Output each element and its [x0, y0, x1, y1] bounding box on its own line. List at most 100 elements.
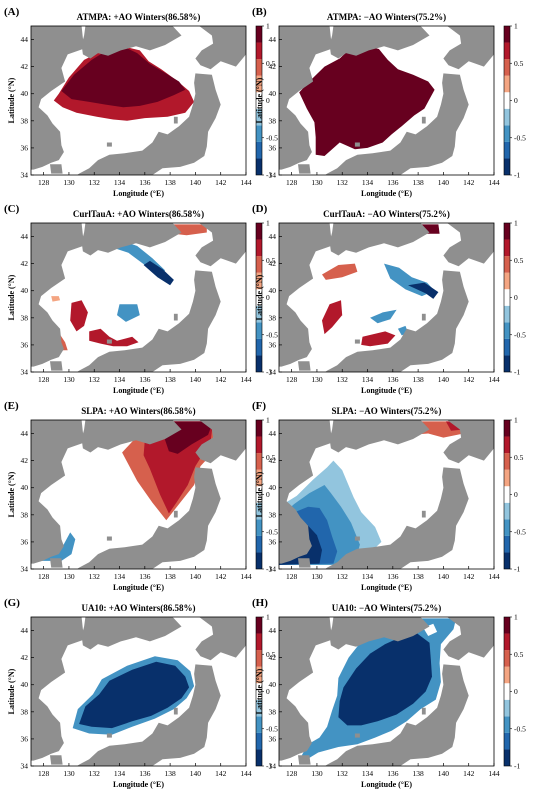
colorbar-segment	[256, 26, 262, 43]
y-tick-label: 36	[21, 734, 29, 743]
y-tick-label: 34	[269, 368, 277, 377]
colorbar-segment	[504, 289, 510, 306]
colorbar-segment	[256, 59, 262, 76]
colorbar-segment	[256, 502, 262, 520]
x-tick-label: 128	[38, 375, 50, 384]
land-mass	[421, 510, 426, 518]
map-area	[31, 26, 246, 175]
land-mass	[195, 420, 246, 464]
colorbar-segment	[256, 75, 262, 93]
x-tick-label: 138	[412, 178, 424, 187]
colorbar-tick-label: -0.5	[514, 527, 526, 536]
colorbar: 1 0.5 0 -0.5 -1	[255, 22, 278, 180]
y-tick-label: 42	[269, 259, 277, 268]
x-tick-label: 130	[311, 375, 323, 384]
y-tick-label: 42	[21, 653, 29, 662]
x-tick-label: 128	[286, 769, 298, 778]
land-mass	[50, 361, 63, 371]
colorbar-segment	[504, 305, 510, 323]
y-tick-label: 34	[21, 565, 29, 574]
colorbar-tick-label: 0	[514, 293, 518, 302]
x-tick-label: 142	[215, 375, 227, 384]
panel-title: SLPA: −AO Winters(75.2%)	[332, 406, 442, 416]
map-panel: (C) CurlTauA: +AO Winters(86.58%)128 130 13…	[4, 203, 278, 395]
x-tick-label: 136	[387, 769, 399, 778]
x-tick-label: 144	[240, 572, 252, 581]
land-mass	[329, 617, 430, 650]
map-frame	[278, 222, 495, 373]
x-tick-label: 136	[387, 178, 399, 187]
x-tick-label: 128	[38, 178, 50, 187]
colorbar: 1 0.5 0 -0.5 -1	[503, 416, 526, 574]
x-tick-label: 138	[164, 375, 176, 384]
x-tick-label: 132	[89, 375, 101, 384]
colorbar-segment	[256, 338, 262, 356]
y-tick-label: 36	[269, 734, 277, 743]
colorbar-segment	[256, 125, 262, 142]
colorbar-segment	[256, 453, 262, 470]
colorbar-segment	[256, 256, 262, 273]
anomaly-region	[322, 300, 343, 335]
colorbar-segment	[504, 75, 510, 93]
colorbar-tick-label: 0.5	[514, 59, 524, 68]
x-tick-label: 144	[240, 178, 252, 187]
map-area	[279, 617, 494, 766]
colorbar-tick-label: -0.5	[514, 724, 526, 733]
anomaly-region	[143, 421, 214, 514]
colorbar-tick-label: -1	[514, 171, 520, 180]
map-frame	[278, 25, 495, 176]
colorbar-segment	[504, 716, 510, 733]
colorbar: 1 0.5 0 -0.5 -1	[503, 613, 526, 771]
y-tick-label: 36	[269, 537, 277, 546]
map-panel: (F) SLPA: −AO Winters(75.2%)128 130 132 134 1…	[252, 400, 526, 592]
colorbar-tick-label: -0.5	[514, 133, 526, 142]
colorbar-segment	[256, 322, 262, 339]
x-axis-label: Longitude (°E)	[361, 780, 412, 789]
x-axis-label: Longitude (°E)	[361, 583, 412, 592]
colorbar-segment	[504, 633, 510, 651]
land-mass	[31, 617, 87, 761]
land-mass	[298, 755, 311, 765]
map-frame	[30, 222, 247, 373]
land-mass	[50, 755, 63, 765]
x-tick-label: 140	[438, 375, 450, 384]
colorbar-tick-label: -1	[514, 368, 520, 377]
map-frame	[278, 419, 495, 570]
anomaly-region	[370, 309, 397, 324]
x-tick-label: 136	[139, 375, 151, 384]
anomaly-region	[61, 47, 186, 108]
colorbar-segment	[504, 256, 510, 273]
map-area	[279, 223, 494, 372]
land-mass	[325, 467, 469, 569]
colorbar-segment	[504, 272, 510, 290]
colorbar-segment	[256, 666, 262, 684]
x-tick-label: 132	[337, 178, 349, 187]
land-mass	[298, 164, 311, 174]
colorbar-tick-label: -1	[266, 171, 272, 180]
land-mass	[279, 617, 335, 761]
x-tick-label: 130	[63, 178, 75, 187]
colorbar-segment	[504, 436, 510, 454]
map-frame	[30, 25, 247, 176]
colorbar-segment	[504, 453, 510, 470]
colorbar-segment	[256, 223, 262, 240]
colorbar-segment	[256, 716, 262, 733]
y-tick-label: 40	[21, 680, 29, 689]
colorbar-segment	[256, 633, 262, 651]
map-frame	[278, 616, 495, 767]
land-mass	[443, 26, 494, 70]
map-area	[31, 223, 246, 372]
land-mass	[279, 420, 335, 564]
colorbar-segment	[256, 749, 262, 766]
panel-label: (G)	[4, 597, 20, 609]
y-tick-label: 40	[269, 680, 277, 689]
panel-label: (F)	[252, 400, 266, 412]
colorbar-segment	[256, 552, 262, 569]
y-tick-label: 44	[21, 232, 29, 241]
x-tick-label: 142	[463, 769, 475, 778]
x-tick-label: 134	[114, 572, 126, 581]
x-axis-label: Longitude (°E)	[113, 583, 164, 592]
y-axis-label: Latitude (°N)	[255, 274, 264, 320]
x-tick-label: 132	[337, 375, 349, 384]
panel-title: UA10: −AO Winters(75.2%)	[332, 603, 442, 613]
